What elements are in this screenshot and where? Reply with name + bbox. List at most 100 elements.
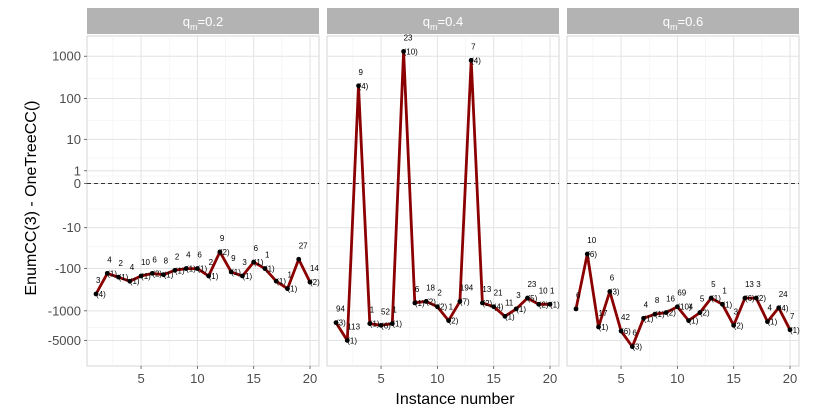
point-instance-label: (6): [621, 327, 631, 336]
point-count-label: 27: [299, 241, 308, 250]
point-count-label: 7: [790, 312, 795, 321]
point-count-label: 16: [666, 295, 675, 304]
data-point: [652, 311, 658, 317]
point-instance-label: (1): [415, 299, 425, 308]
data-point: [596, 324, 601, 330]
data-point: [138, 273, 144, 279]
point-count-label: 6: [610, 274, 615, 283]
point-count-label: 3: [756, 280, 761, 289]
point-count-label: 10: [587, 236, 596, 245]
panel-strip: [327, 8, 559, 34]
point-count-label: 8: [164, 257, 169, 266]
panel-1: qm=0.23(4)4(1)2(1)4(1)10(1)6(2)8(1)2(1)4…: [86, 8, 320, 367]
data-point: [742, 295, 748, 301]
data-point: [262, 266, 268, 271]
data-point: [663, 310, 669, 315]
data-point: [573, 306, 579, 312]
point-count-label: 2: [175, 252, 180, 261]
x-tick-label: 15: [726, 371, 740, 386]
point-instance-label: (4): [96, 290, 106, 299]
point-instance-label: (1): [175, 266, 185, 275]
point-count-label: 10: [141, 258, 150, 267]
point-count-label: 4: [107, 255, 112, 264]
point-count-label: 42: [621, 313, 630, 322]
point-instance-label: (10): [677, 303, 692, 312]
data-point: [389, 321, 395, 326]
data-point: [356, 83, 361, 89]
point-instance-label: (2): [220, 248, 230, 257]
point-instance-label: (6): [587, 250, 597, 259]
point-instance-label: (1): [689, 317, 699, 326]
point-instance-label: (1): [599, 323, 609, 332]
point-instance-label: (2): [539, 300, 549, 309]
data-point: [116, 274, 121, 280]
x-tick-label: 5: [617, 371, 624, 386]
point-count-label: 1: [449, 303, 454, 312]
y-tick-label: 100: [59, 91, 81, 106]
point-count-label: 9: [220, 234, 225, 243]
x-tick-label: 5: [377, 371, 384, 386]
data-point: [731, 322, 737, 328]
point-count-label: 17: [599, 309, 608, 318]
point-instance-label: (4): [471, 56, 481, 65]
point-instance-label: (5): [527, 294, 537, 303]
data-point: [607, 289, 613, 294]
data-point: [513, 306, 519, 312]
data-point: [251, 259, 257, 265]
y-tick-label: -10: [62, 220, 81, 235]
point-instance-label: (1): [265, 265, 275, 274]
point-instance-label: (2): [152, 269, 162, 278]
panel-strip-label: qm=0.2: [183, 14, 223, 32]
point-instance-label: (1): [107, 269, 117, 278]
point-count-label: 2: [209, 258, 214, 267]
point-instance-label: (1): [119, 273, 129, 282]
y-tick-label: 0: [74, 176, 81, 191]
y-axis-title: EnumCC(3) - OneTreeCC(): [23, 101, 40, 296]
data-point: [217, 249, 223, 255]
point-instance-label: (1): [516, 305, 526, 314]
data-point: [161, 272, 166, 278]
point-count-label: 52: [381, 307, 390, 316]
data-point: [296, 256, 302, 262]
y-tick-label: 10: [67, 132, 81, 147]
point-count-label: 4: [689, 303, 694, 312]
point-instance-label: (2): [437, 303, 447, 312]
point-count-label: 3: [96, 276, 101, 285]
data-point: [480, 300, 485, 306]
point-instance-label: (4): [494, 303, 504, 312]
point-instance-label: (3): [610, 288, 620, 297]
point-instance-label: (1): [254, 258, 264, 267]
x-tick-label: 5: [137, 371, 144, 386]
point-count-label: 6: [632, 329, 637, 338]
point-count-label: 1: [392, 306, 397, 315]
data-point: [584, 251, 590, 257]
data-point: [206, 273, 212, 279]
data-point: [536, 301, 542, 307]
point-count-label: 7: [471, 42, 476, 51]
panels-layer: qm=0.23(4)4(1)2(1)4(1)10(1)6(2)8(1)2(1)4…: [86, 8, 800, 367]
y-tick-label: -100: [55, 261, 81, 276]
data-point: [547, 301, 553, 307]
point-instance-label: (4): [359, 82, 369, 91]
data-point: [194, 266, 200, 271]
point-count-label: 3: [516, 291, 521, 300]
data-point: [674, 304, 680, 310]
point-instance-label: (1): [141, 272, 151, 281]
panel-strip-label: qm=0.4: [423, 14, 463, 32]
x-tick-label: 15: [486, 371, 500, 386]
point-instance-label: (2): [482, 299, 492, 308]
point-count-label: 5: [700, 295, 705, 304]
point-instance-label: (7): [460, 297, 470, 306]
point-count-label: 4: [130, 263, 135, 272]
point-instance-label: (1): [242, 272, 252, 281]
point-count-label: 6: [152, 255, 157, 264]
point-count-label: 4: [767, 304, 772, 313]
data-point: [127, 278, 133, 284]
data-point: [240, 273, 245, 279]
point-instance-label: (10): [404, 47, 419, 56]
point-instance-label: (1): [130, 277, 140, 286]
data-point: [183, 266, 189, 271]
point-instance-label: (1): [767, 318, 777, 327]
